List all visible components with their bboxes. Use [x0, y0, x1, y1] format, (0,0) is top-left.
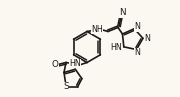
- Text: N: N: [119, 8, 125, 17]
- Text: N: N: [134, 48, 140, 57]
- Text: S: S: [63, 82, 69, 91]
- Text: HN: HN: [69, 59, 81, 68]
- Text: HN: HN: [110, 43, 122, 52]
- Text: N: N: [134, 22, 140, 31]
- Text: N: N: [144, 34, 150, 43]
- Text: O: O: [51, 60, 58, 69]
- Text: NH: NH: [91, 25, 103, 34]
